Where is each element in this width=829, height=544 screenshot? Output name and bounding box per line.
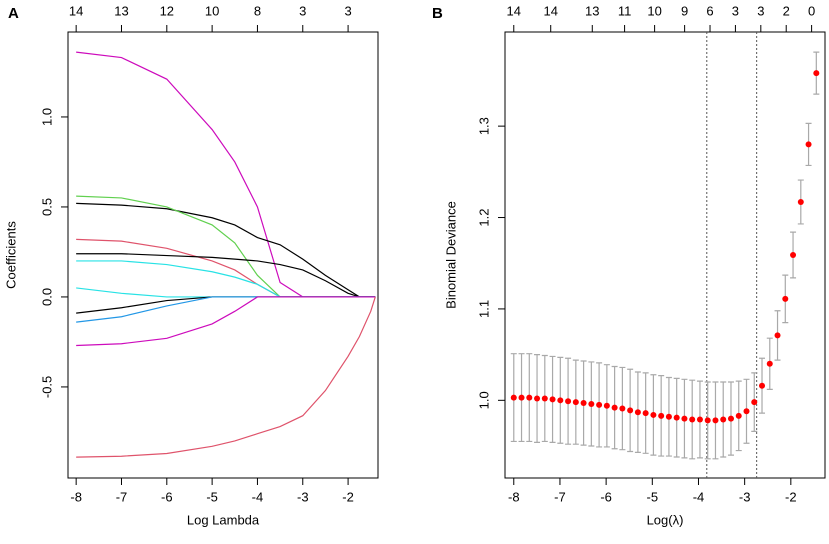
y-tick-label: 0.0 [39,288,54,306]
x-tick-label: -2 [785,489,797,504]
point [727,415,734,422]
top-tick-label: 14 [507,3,521,18]
coefficient-path [76,296,376,323]
y-tick-label: -0.5 [39,376,54,398]
point [766,360,773,367]
top-tick-label: 13 [585,3,599,18]
coefficient-path [76,296,376,458]
x-tick-label: -7 [554,489,566,504]
point [790,252,797,258]
point [689,416,696,423]
point [619,405,626,412]
point [634,409,641,416]
point [712,417,719,424]
x-tick-label: -6 [600,489,612,504]
point [603,402,610,409]
point [759,382,766,389]
point [650,411,657,418]
y-axis-label: Coefficients [3,221,18,289]
x-tick-label: -2 [342,489,354,504]
point [673,414,680,421]
point [774,332,781,339]
panel-letter: B [432,5,443,22]
coefficient-path [76,296,376,314]
coefficient-path [76,51,376,298]
panel-letter: A [8,5,19,22]
y-tick-label: 0.5 [39,198,54,216]
x-axis-label: Log Lambda [187,512,260,527]
y-tick-label: 1.0 [476,391,491,409]
top-tick-label: 10 [647,3,661,18]
top-tick-label: 8 [254,3,261,18]
point [743,408,750,415]
x-tick-label: -7 [116,489,128,504]
x-tick-label: -8 [70,489,82,504]
y-tick-label: 1.2 [476,208,491,226]
point [557,397,564,404]
point [735,412,742,419]
point [681,415,688,422]
point [658,412,665,419]
x-tick-label: -4 [252,489,264,504]
top-tick-label: 9 [681,3,688,18]
top-tick-label: 14 [543,3,557,18]
top-tick-label: 2 [783,3,790,18]
point [549,396,556,403]
x-axis-label: Log(λ) [647,512,684,527]
x-tick-label: -5 [206,489,218,504]
top-tick-label: 11 [618,3,632,18]
point [596,401,603,408]
point [797,198,804,205]
point [720,416,727,423]
top-tick-label: 13 [114,3,128,18]
top-tick-label: 6 [706,3,713,18]
point [572,399,579,406]
point [611,404,618,411]
point [696,416,703,423]
point [588,400,595,407]
x-tick-label: -6 [161,489,173,504]
coefficient-path [76,238,376,298]
point [782,295,789,302]
point [565,398,572,405]
x-tick-label: -8 [508,489,520,504]
top-tick-label: 3 [344,3,351,18]
top-tick-label: 0 [808,3,815,18]
y-tick-label: 1.3 [476,117,491,135]
point [751,399,758,406]
x-tick-label: -3 [297,489,309,504]
x-tick-label: -4 [693,489,705,504]
y-tick-label: 1.0 [39,108,54,126]
point [627,407,634,414]
point [704,417,711,424]
x-tick-label: -5 [647,489,659,504]
point [518,394,525,401]
x-tick-label: -3 [739,489,751,504]
plot-frame [504,31,826,479]
point [526,394,533,401]
plot-frame [67,31,379,479]
y-axis-label: Binomial Deviance [443,201,458,309]
top-tick-label: 3 [299,3,306,18]
coefficient-path [76,287,376,298]
point [642,410,649,417]
point [580,400,587,407]
point [813,70,820,77]
point [805,141,812,148]
point [510,394,517,401]
point [665,413,672,420]
y-tick-label: 1.1 [476,300,491,318]
top-tick-label: 3 [732,3,739,18]
point [534,395,541,402]
coefficient-path [76,195,376,298]
top-tick-label: 14 [69,3,83,18]
point [541,395,548,402]
top-tick-label: 12 [160,3,174,18]
top-tick-label: 3 [757,3,764,18]
coefficient-path [76,296,376,347]
top-tick-label: 10 [205,3,219,18]
